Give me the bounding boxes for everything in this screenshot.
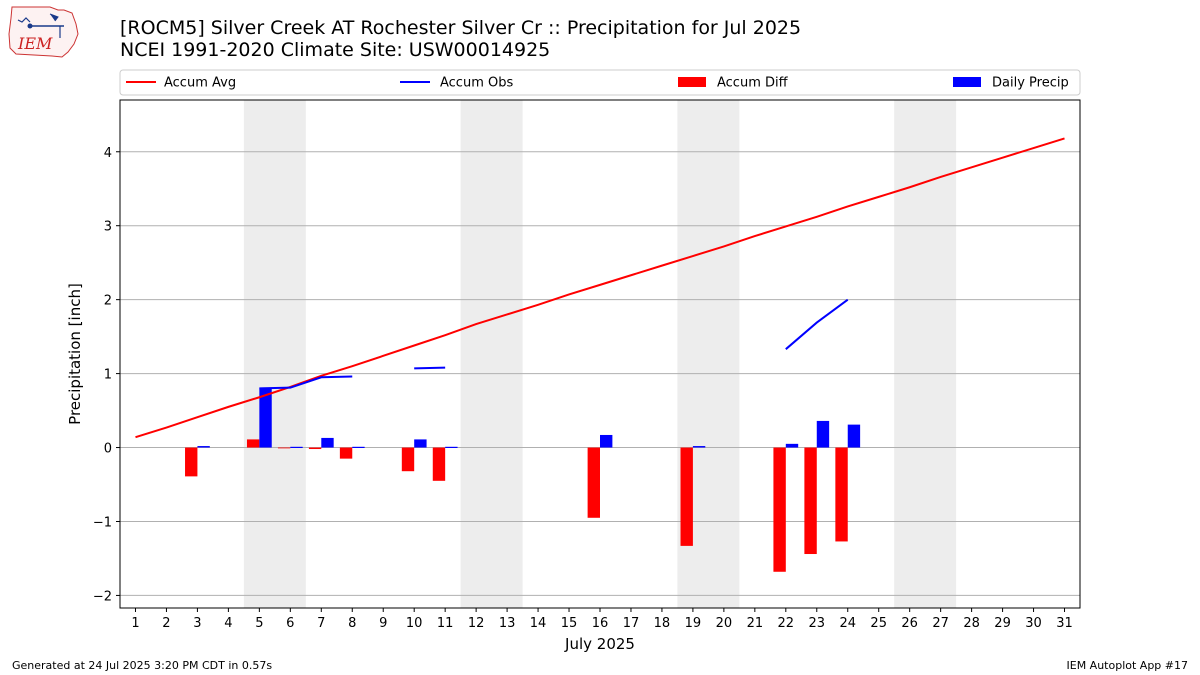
weekend-shade-1	[460, 100, 523, 608]
bars	[185, 388, 861, 572]
x-tick-label: 3	[193, 616, 201, 631]
y-axis: −2 −1 0 1 2 3 4	[93, 146, 120, 604]
accum-diff-bar	[804, 447, 817, 555]
daily-precip-bar	[321, 437, 334, 448]
weekend-shade-3	[894, 100, 957, 608]
x-tick-label: 5	[255, 616, 263, 631]
x-tick-label: 31	[1056, 616, 1073, 631]
x-tick-label: 19	[685, 616, 702, 631]
legend-accum-diff-swatch	[678, 77, 706, 87]
daily-precip-bar	[785, 443, 799, 448]
accum-diff-bar	[835, 447, 848, 542]
daily-precip-bar	[259, 388, 272, 448]
legend-daily-precip-label: Daily Precip	[992, 76, 1069, 91]
x-tick-label: 29	[994, 616, 1011, 631]
x-tick-label: 25	[870, 616, 887, 631]
generated-timestamp: Generated at 24 Jul 2025 3:20 PM CDT in …	[12, 659, 273, 672]
accum-diff-bar	[773, 447, 786, 572]
x-tick-label: 6	[286, 616, 294, 631]
x-tick-label: 2	[162, 616, 170, 631]
x-tick-label: 16	[592, 616, 609, 631]
daily-precip-bar	[600, 434, 613, 448]
app-label: IEM Autoplot App #17	[1066, 659, 1189, 672]
accum-diff-bar	[277, 447, 291, 449]
lines	[135, 137, 1065, 439]
x-tick-label: 14	[530, 616, 547, 631]
logo-text: IEM	[17, 34, 53, 53]
x-tick-label: 30	[1025, 616, 1042, 631]
chart-subtitle: NCEI 1991-2020 Climate Site: USW00014925	[120, 39, 551, 61]
x-tick-label: 26	[901, 616, 918, 631]
x-tick-label: 21	[747, 616, 764, 631]
x-tick-label: 23	[809, 616, 826, 631]
y-axis-label: Precipitation [inch]	[66, 283, 84, 425]
y-tick-label: −1	[93, 515, 112, 530]
x-tick-label: 27	[932, 616, 949, 631]
y-tick-label: 0	[104, 442, 112, 457]
weekend-shading	[243, 100, 957, 608]
y-tick-label: 3	[104, 220, 112, 235]
accum-diff-bar	[587, 447, 600, 518]
daily-precip-bar	[445, 446, 458, 449]
y-gridlines	[120, 151, 1080, 596]
x-tick-label: 24	[839, 616, 856, 631]
daily-precip-bar	[847, 424, 861, 448]
daily-precip-bar	[290, 446, 303, 449]
x-tick-label: 18	[654, 616, 671, 631]
y-tick-label: −2	[93, 589, 112, 604]
x-tick-label: 12	[468, 616, 485, 631]
accum-diff-bar	[246, 439, 260, 448]
accum-diff-bar	[680, 447, 693, 546]
daily-precip-bar	[816, 420, 830, 448]
daily-precip-bar	[197, 446, 210, 448]
x-tick-label: 1	[131, 616, 139, 631]
accum-diff-bar	[185, 447, 198, 477]
chart-title: [ROCM5] Silver Creek AT Rochester Silver…	[120, 17, 802, 39]
legend-daily-precip-swatch	[953, 77, 981, 87]
x-tick-label: 11	[437, 616, 454, 631]
weekend-shade-0	[243, 100, 306, 608]
x-tick-label: 22	[778, 616, 795, 631]
accum-diff-bar	[432, 447, 446, 481]
iem-logo: IEM	[8, 6, 79, 58]
legend-accum-avg-label: Accum Avg	[164, 76, 236, 91]
x-tick-label: 4	[224, 616, 232, 631]
x-axis: 1 2 3 4 5 6 7 8 9 10 11 12 13 14 15 16 17 18 19 20 21 22 23 24 2…	[131, 608, 1073, 631]
accum-obs-line	[785, 298, 849, 350]
x-tick-label: 15	[561, 616, 578, 631]
legend: Accum Avg Accum Obs Accum Diff Daily Precip	[119, 69, 1081, 96]
x-axis-label: July 2025	[564, 635, 635, 653]
x-tick-label: 10	[406, 616, 423, 631]
daily-precip-bar	[352, 446, 365, 449]
accum-diff-bar	[308, 447, 322, 450]
y-tick-label: 4	[104, 146, 112, 161]
daily-precip-bar	[414, 439, 427, 448]
x-tick-label: 17	[623, 616, 640, 631]
x-tick-label: 13	[499, 616, 516, 631]
x-tick-label: 20	[716, 616, 733, 631]
y-tick-label: 1	[104, 368, 112, 383]
x-tick-label: 8	[348, 616, 356, 631]
legend-accum-obs-label: Accum Obs	[440, 76, 513, 91]
x-tick-label: 9	[379, 616, 387, 631]
x-tick-label: 7	[317, 616, 325, 631]
legend-accum-diff-label: Accum Diff	[717, 76, 789, 91]
accum-diff-bar	[339, 447, 353, 459]
accum-obs-line	[259, 375, 353, 390]
x-tick-label: 28	[963, 616, 980, 631]
accum-obs-line	[414, 366, 446, 370]
y-tick-label: 2	[104, 294, 112, 309]
daily-precip-bar	[692, 446, 706, 448]
legend-box	[119, 69, 1081, 96]
accum-diff-bar	[401, 447, 415, 472]
